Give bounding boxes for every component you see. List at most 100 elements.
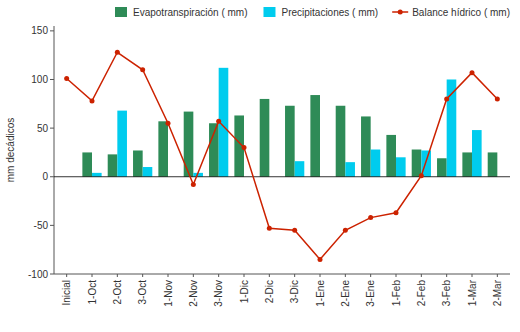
x-tick xyxy=(168,274,169,277)
y-tick xyxy=(50,176,54,177)
x-tick-label: 2-Nov xyxy=(188,280,199,307)
x-tick-label: 3-Nov xyxy=(213,280,224,307)
bar xyxy=(310,95,320,177)
x-tick-label: 3-Dic xyxy=(289,280,300,303)
bar xyxy=(82,152,92,176)
x-tick-label: 2-Dic xyxy=(264,280,275,303)
y-tick xyxy=(50,128,54,129)
y-tick xyxy=(50,79,54,80)
legend-swatch xyxy=(263,7,275,17)
bar xyxy=(462,152,472,176)
y-tick-label: 50 xyxy=(37,123,49,134)
y-tick-label: -100 xyxy=(28,269,48,280)
bar xyxy=(412,150,422,177)
bar xyxy=(361,116,371,176)
bar xyxy=(158,121,168,176)
bar xyxy=(396,157,406,176)
legend-swatch xyxy=(115,7,127,17)
bar xyxy=(260,99,270,177)
y-axis-label: mm decádicos xyxy=(5,118,16,182)
x-tick xyxy=(396,274,397,277)
y-tick-label: 100 xyxy=(31,74,48,85)
y-axis-line xyxy=(54,26,55,274)
bar xyxy=(295,161,305,177)
x-tick xyxy=(421,274,422,277)
x-tick xyxy=(142,274,143,277)
legend-marker xyxy=(398,10,403,15)
y-axis: -100 -50 0 50 100 150 xyxy=(28,25,54,279)
marker xyxy=(470,70,475,75)
bar xyxy=(437,158,447,176)
bar xyxy=(488,152,498,176)
marker xyxy=(216,119,221,124)
legend-item: Evapotranspiración ( mm) xyxy=(115,7,247,18)
marker xyxy=(267,226,272,231)
x-tick xyxy=(320,274,321,277)
x-tick xyxy=(92,274,93,277)
bar xyxy=(143,167,153,177)
x-tick-label: 1-Ene xyxy=(315,280,326,307)
bar xyxy=(386,135,396,177)
legend-label: Evapotranspiración ( mm) xyxy=(133,7,247,18)
x-tick xyxy=(345,274,346,277)
bar xyxy=(472,130,482,177)
bar xyxy=(209,123,219,176)
x-tick xyxy=(446,274,447,277)
x-tick xyxy=(218,274,219,277)
x-tick-label: 1-Dic xyxy=(239,280,250,303)
x-tick-label: 2-Feb xyxy=(416,280,427,307)
x-tick xyxy=(370,274,371,277)
x-tick-label: Inicial xyxy=(61,280,72,306)
line xyxy=(67,52,498,259)
marker xyxy=(292,228,297,233)
x-tick-label: 1-Nov xyxy=(163,280,174,307)
x-tick xyxy=(294,274,295,277)
chart-container: -100 -50 0 50 100 150 mm decádicos Inicial 1-Oct… xyxy=(0,0,520,332)
line-series xyxy=(64,50,500,262)
marker xyxy=(368,215,373,220)
marker xyxy=(191,182,196,187)
bar xyxy=(117,111,127,177)
marker xyxy=(394,210,399,215)
x-tick-label: 3-Oct xyxy=(137,280,148,305)
x-tick-label: 2-Ene xyxy=(340,280,351,307)
marker xyxy=(343,228,348,233)
legend-label: Balance hídrico ( mm) xyxy=(412,7,510,18)
bar xyxy=(371,150,381,177)
bar xyxy=(345,162,355,177)
marker xyxy=(90,98,95,103)
x-tick-label: 1-Oct xyxy=(87,280,98,305)
marker xyxy=(419,173,424,178)
x-tick xyxy=(497,274,498,277)
bar xyxy=(133,150,143,176)
legend-label: Precipitaciones ( mm) xyxy=(281,7,378,18)
y-tick-label: -50 xyxy=(34,220,49,231)
marker xyxy=(495,96,500,101)
y-tick-label: 0 xyxy=(42,171,48,182)
x-tick-label: 1-Feb xyxy=(391,280,402,307)
x-tick-label: 1-Mar xyxy=(467,279,478,306)
marker xyxy=(64,76,69,81)
marker xyxy=(318,257,323,262)
bar xyxy=(336,106,346,177)
legend-item: Precipitaciones ( mm) xyxy=(263,7,378,18)
y-tick-label: 150 xyxy=(31,25,48,36)
x-tick-label: 2-Oct xyxy=(112,280,123,305)
bar xyxy=(92,173,102,177)
x-axis: Inicial 1-Oct 2-Oct 3-Oct 1-Nov 2-Nov 3-Nov 1-D… xyxy=(54,274,510,307)
x-axis-line xyxy=(54,274,510,275)
x-tick-label: 3-Feb xyxy=(441,280,452,307)
x-tick xyxy=(193,274,194,277)
bar xyxy=(285,106,295,177)
chart-svg: -100 -50 0 50 100 150 mm decádicos Inicial 1-Oct… xyxy=(0,0,520,332)
x-tick xyxy=(269,274,270,277)
zero-line xyxy=(54,176,510,177)
legend: Evapotranspiración ( mm) Precipitaciones … xyxy=(115,7,510,18)
plot-area xyxy=(54,50,510,262)
x-tick xyxy=(244,274,245,277)
y-tick xyxy=(50,225,54,226)
y-tick xyxy=(50,274,54,275)
y-tick xyxy=(50,30,54,31)
x-tick xyxy=(117,274,118,277)
x-tick-label: 2-Mar xyxy=(492,279,503,306)
